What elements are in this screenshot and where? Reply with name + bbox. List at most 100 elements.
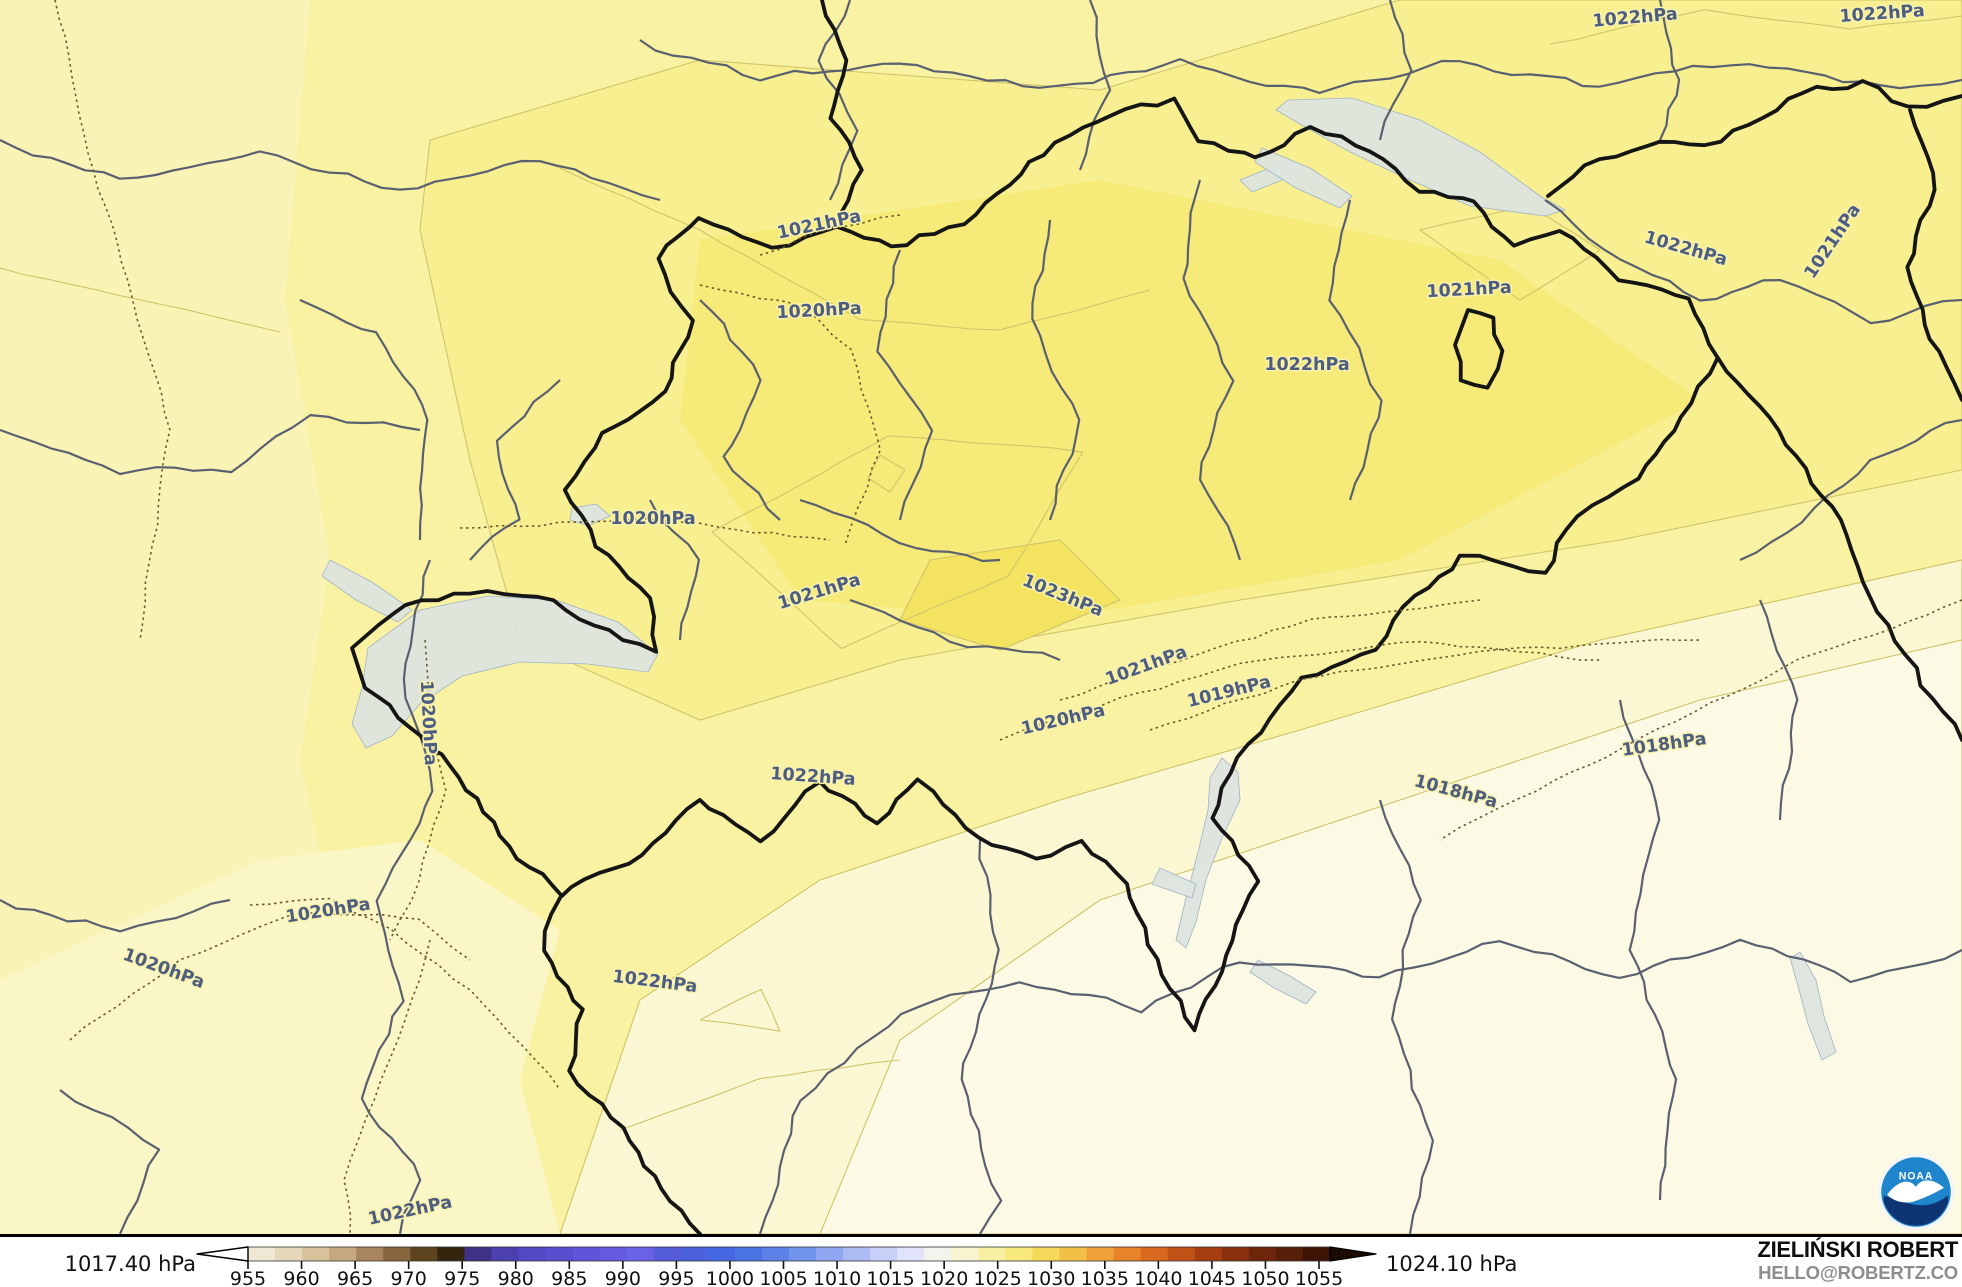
- colorbar-tick-label: 980: [498, 1268, 534, 1287]
- colorbar-tick-label: 985: [551, 1268, 587, 1287]
- isobar-line: [999, 640, 1601, 741]
- legend-min-value: 1017.40 hPa: [64, 1252, 196, 1276]
- pressure-band: [819, 639, 1962, 1234]
- region-border: [1182, 179, 1242, 561]
- colorbar-segment: [1275, 1247, 1304, 1261]
- region-border: [1658, 0, 1681, 141]
- noaa-bird-icon: [1887, 1180, 1944, 1203]
- lake: [321, 559, 413, 623]
- pressure-label: 1020hPa: [416, 680, 440, 766]
- isobar-line: [343, 939, 431, 1234]
- region-border: [0, 898, 231, 933]
- country-border: [542, 896, 702, 1234]
- lake: [1254, 147, 1353, 209]
- colorbar-right-arrow: [1329, 1246, 1377, 1262]
- colorbar-segment: [464, 1247, 493, 1261]
- isoband-contour-line: [1549, 9, 1962, 45]
- pressure-band: [0, 840, 560, 1234]
- map-canvas: 1022hPa 1022hPa1021hPa1020hPa1022hPa1021h…: [0, 0, 1962, 1234]
- noaa-logo-sea: [1883, 1195, 1949, 1226]
- colorbar-segment: [816, 1247, 844, 1261]
- isobar-line: [1439, 599, 1962, 841]
- colorbar-segment: [329, 1247, 357, 1261]
- colorbar-segment: [518, 1247, 547, 1261]
- pressure-band: [680, 180, 1700, 620]
- colorbar-segment: [761, 1247, 790, 1261]
- isoband-contour-line: [619, 1059, 901, 1131]
- isobar-line: [249, 897, 561, 1091]
- colorbar-segment: [545, 1247, 574, 1261]
- colorbar-segment: [653, 1247, 682, 1261]
- colorbar-segment: [599, 1247, 628, 1261]
- isobar-line: [699, 284, 882, 546]
- colorbar-segment: [1194, 1247, 1223, 1261]
- colorbar-segment: [1248, 1247, 1277, 1261]
- colorbar-segment: [1005, 1247, 1034, 1261]
- colorbar-segment: [1167, 1247, 1196, 1261]
- colorbar-tick-label: 1030: [1027, 1268, 1075, 1287]
- pressure-label: 1020hPa: [776, 299, 862, 323]
- colorbar-segment: [707, 1247, 736, 1261]
- noaa-logo: NOAA: [1877, 1153, 1955, 1231]
- region-border: [758, 938, 1962, 1234]
- region-border: [1031, 219, 1081, 521]
- colorbar-tick-label: 970: [391, 1268, 427, 1287]
- colorbar-tick-label: 995: [658, 1268, 694, 1287]
- colorbar-tick-label: 1045: [1188, 1268, 1236, 1287]
- colorbar-left-arrow: [196, 1246, 249, 1262]
- isoband-contour-line: [539, 159, 1151, 331]
- colorbar-segment: [275, 1247, 303, 1261]
- colorbar-tick-label: 1010: [813, 1268, 861, 1287]
- colorbar-tick-label: 1000: [706, 1268, 754, 1287]
- colorbar-tick-label: 1035: [1081, 1268, 1129, 1287]
- region-border: [876, 249, 934, 521]
- colorbar-segment: [491, 1247, 520, 1261]
- isobar-line: [759, 214, 901, 256]
- country-border: [1716, 356, 1962, 742]
- lake: [1175, 757, 1241, 949]
- colorbar-segment: [383, 1247, 411, 1261]
- attribution: ZIELIŃSKI ROBERT HELLO@ROBERTZ.CO: [1757, 1237, 1958, 1283]
- colorbar-tick-label: 1015: [866, 1268, 914, 1287]
- isoband-contour-line: [699, 988, 781, 1032]
- colorbar-segment: [680, 1247, 709, 1261]
- colorbar-segment: [1221, 1247, 1250, 1261]
- region-border: [1739, 418, 1962, 562]
- colorbar-tick-label: 990: [605, 1268, 641, 1287]
- isoband-contour-line: [711, 435, 1084, 650]
- pressure-label: 1022hPa: [1264, 355, 1349, 375]
- colorbar-segment: [248, 1247, 276, 1261]
- region-border: [1618, 699, 1678, 1201]
- colorbar-tick-label: 1020: [920, 1268, 968, 1287]
- colorbar-segment: [437, 1247, 466, 1261]
- colorbar-segment: [1302, 1247, 1331, 1261]
- colorbar-segment: [924, 1247, 952, 1261]
- colorbar-segment: [978, 1247, 1007, 1261]
- colorbar-tick-label: 965: [337, 1268, 373, 1287]
- colorbar-tick-label: 1055: [1295, 1268, 1343, 1287]
- isobar-line: [1059, 599, 1481, 701]
- region-border: [360, 559, 434, 1234]
- region-border: [1328, 199, 1383, 501]
- colorbar-segment: [356, 1247, 384, 1261]
- colorbar: 955 960 965 970 975 980 985 990 995 1000 1005 1010 1…: [196, 1246, 1377, 1287]
- colorbar-segment: [951, 1247, 980, 1261]
- isobar-line: [389, 639, 447, 941]
- country-border: [820, 0, 864, 217]
- noaa-logo-text: NOAA: [1899, 1170, 1934, 1182]
- lake: [1151, 867, 1197, 899]
- region-border: [1078, 0, 1112, 171]
- lake: [351, 595, 659, 749]
- legend-max-value: 1024.10 hPa: [1386, 1252, 1518, 1276]
- pressure-label: 1020hPa: [610, 509, 695, 529]
- colorbar-tick-label: 1005: [759, 1268, 807, 1287]
- isoband-contour-line: [867, 454, 906, 493]
- region-border: [699, 299, 781, 521]
- region-border: [849, 598, 1061, 662]
- country-border: [1453, 308, 1505, 390]
- colorbar-segment: [626, 1247, 655, 1261]
- isoband-contour-line: [1419, 204, 1601, 301]
- isoband-contour-line: [0, 267, 281, 333]
- region-border: [469, 379, 561, 561]
- country-border: [350, 96, 1720, 1033]
